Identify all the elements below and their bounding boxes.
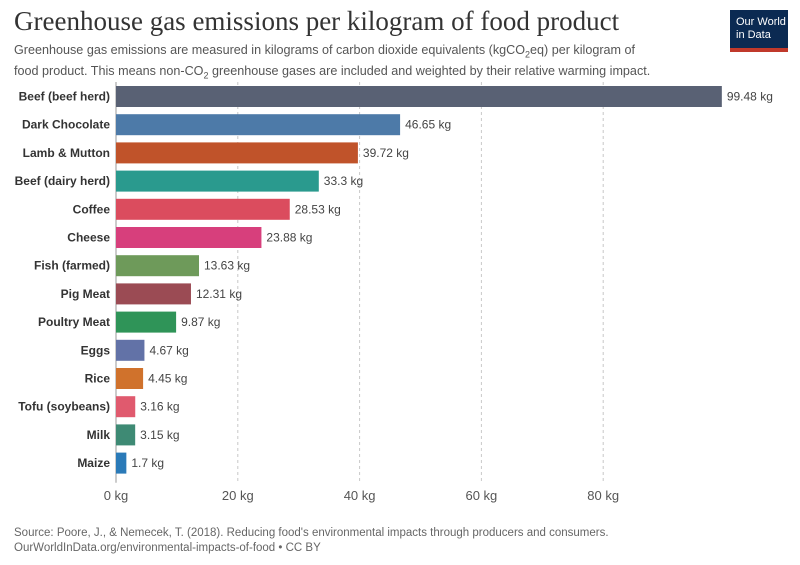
chart-subtitle: Greenhouse gas emissions are measured in… [14,42,719,83]
bar [116,86,722,107]
logo-line1: Our World [736,16,786,28]
bar [116,142,358,164]
category-label: Lamb & Mutton [23,146,110,160]
owid-logo-icon[interactable]: Our World in Data [730,10,788,52]
subtitle-text: food product. This means non-CO [14,63,204,78]
bar [116,198,290,220]
category-label: Milk [87,428,111,442]
x-tick-label: 0 kg [104,488,129,503]
source-text: Source: Poore, J., & Nemecek, T. (2018).… [14,527,609,539]
x-tick-label: 80 kg [587,488,619,503]
category-label: Beef (beef herd) [19,90,110,104]
subtitle-subscript: 2 [203,70,209,81]
category-label: Pig Meat [61,287,110,301]
bar [116,283,191,305]
category-label: Eggs [81,343,111,357]
category-label: Beef (dairy herd) [15,174,110,188]
bar [116,114,401,136]
bar-chart: 0 kg 20 kg 40 kg 60 kg 80 kg Beef (beef herd)… [15,82,773,503]
x-tick-label: 40 kg [344,488,376,503]
category-label: Poultry Meat [38,315,110,329]
source-link[interactable]: OurWorldInData.org/environmental-impacts… [14,542,321,554]
bar [116,311,177,333]
data-label: 12.31 kg [196,287,242,301]
data-label: 4.45 kg [148,372,187,386]
data-label: 33.3 kg [324,174,363,188]
source-note: Source: Poore, J., & Nemecek, T. (2018).… [14,526,609,556]
logo-line2: in Data [736,29,771,41]
data-label: 13.63 kg [204,259,250,273]
bar [116,452,127,474]
category-label: Maize [77,456,110,470]
bar [116,227,262,248]
data-label: 1.7 kg [131,456,164,470]
category-label: Fish (farmed) [34,259,110,273]
chart-title: Greenhouse gas emissions per kilogram of… [14,6,620,36]
bar [116,368,144,389]
subtitle-text: eq) per kilogram of [530,43,636,57]
data-label: 23.88 kg [266,231,312,245]
data-label: 9.87 kg [181,315,220,329]
bar [116,424,136,446]
category-label: Rice [85,372,111,386]
subtitle-text: greenhouse gases are included and weight… [208,63,651,78]
bar [116,170,319,192]
data-label: 28.53 kg [295,202,341,216]
subtitle-subscript: 2 [525,49,531,60]
category-label: Tofu (soybeans) [18,400,110,414]
bar [116,339,145,361]
x-tick-label: 60 kg [465,488,497,503]
subtitle-text: Greenhouse gas emissions are measured in… [14,43,526,57]
data-label: 46.65 kg [405,118,451,132]
bar [116,396,136,418]
category-label: Cheese [67,231,110,245]
data-label: 4.67 kg [149,343,188,357]
data-label: 3.15 kg [140,428,179,442]
bar [116,255,200,277]
x-tick-label: 20 kg [222,488,254,503]
category-label: Dark Chocolate [22,118,110,132]
data-label: 3.16 kg [140,400,179,414]
data-label: 99.48 kg [727,90,773,104]
category-label: Coffee [73,202,111,216]
data-label: 39.72 kg [363,146,409,160]
